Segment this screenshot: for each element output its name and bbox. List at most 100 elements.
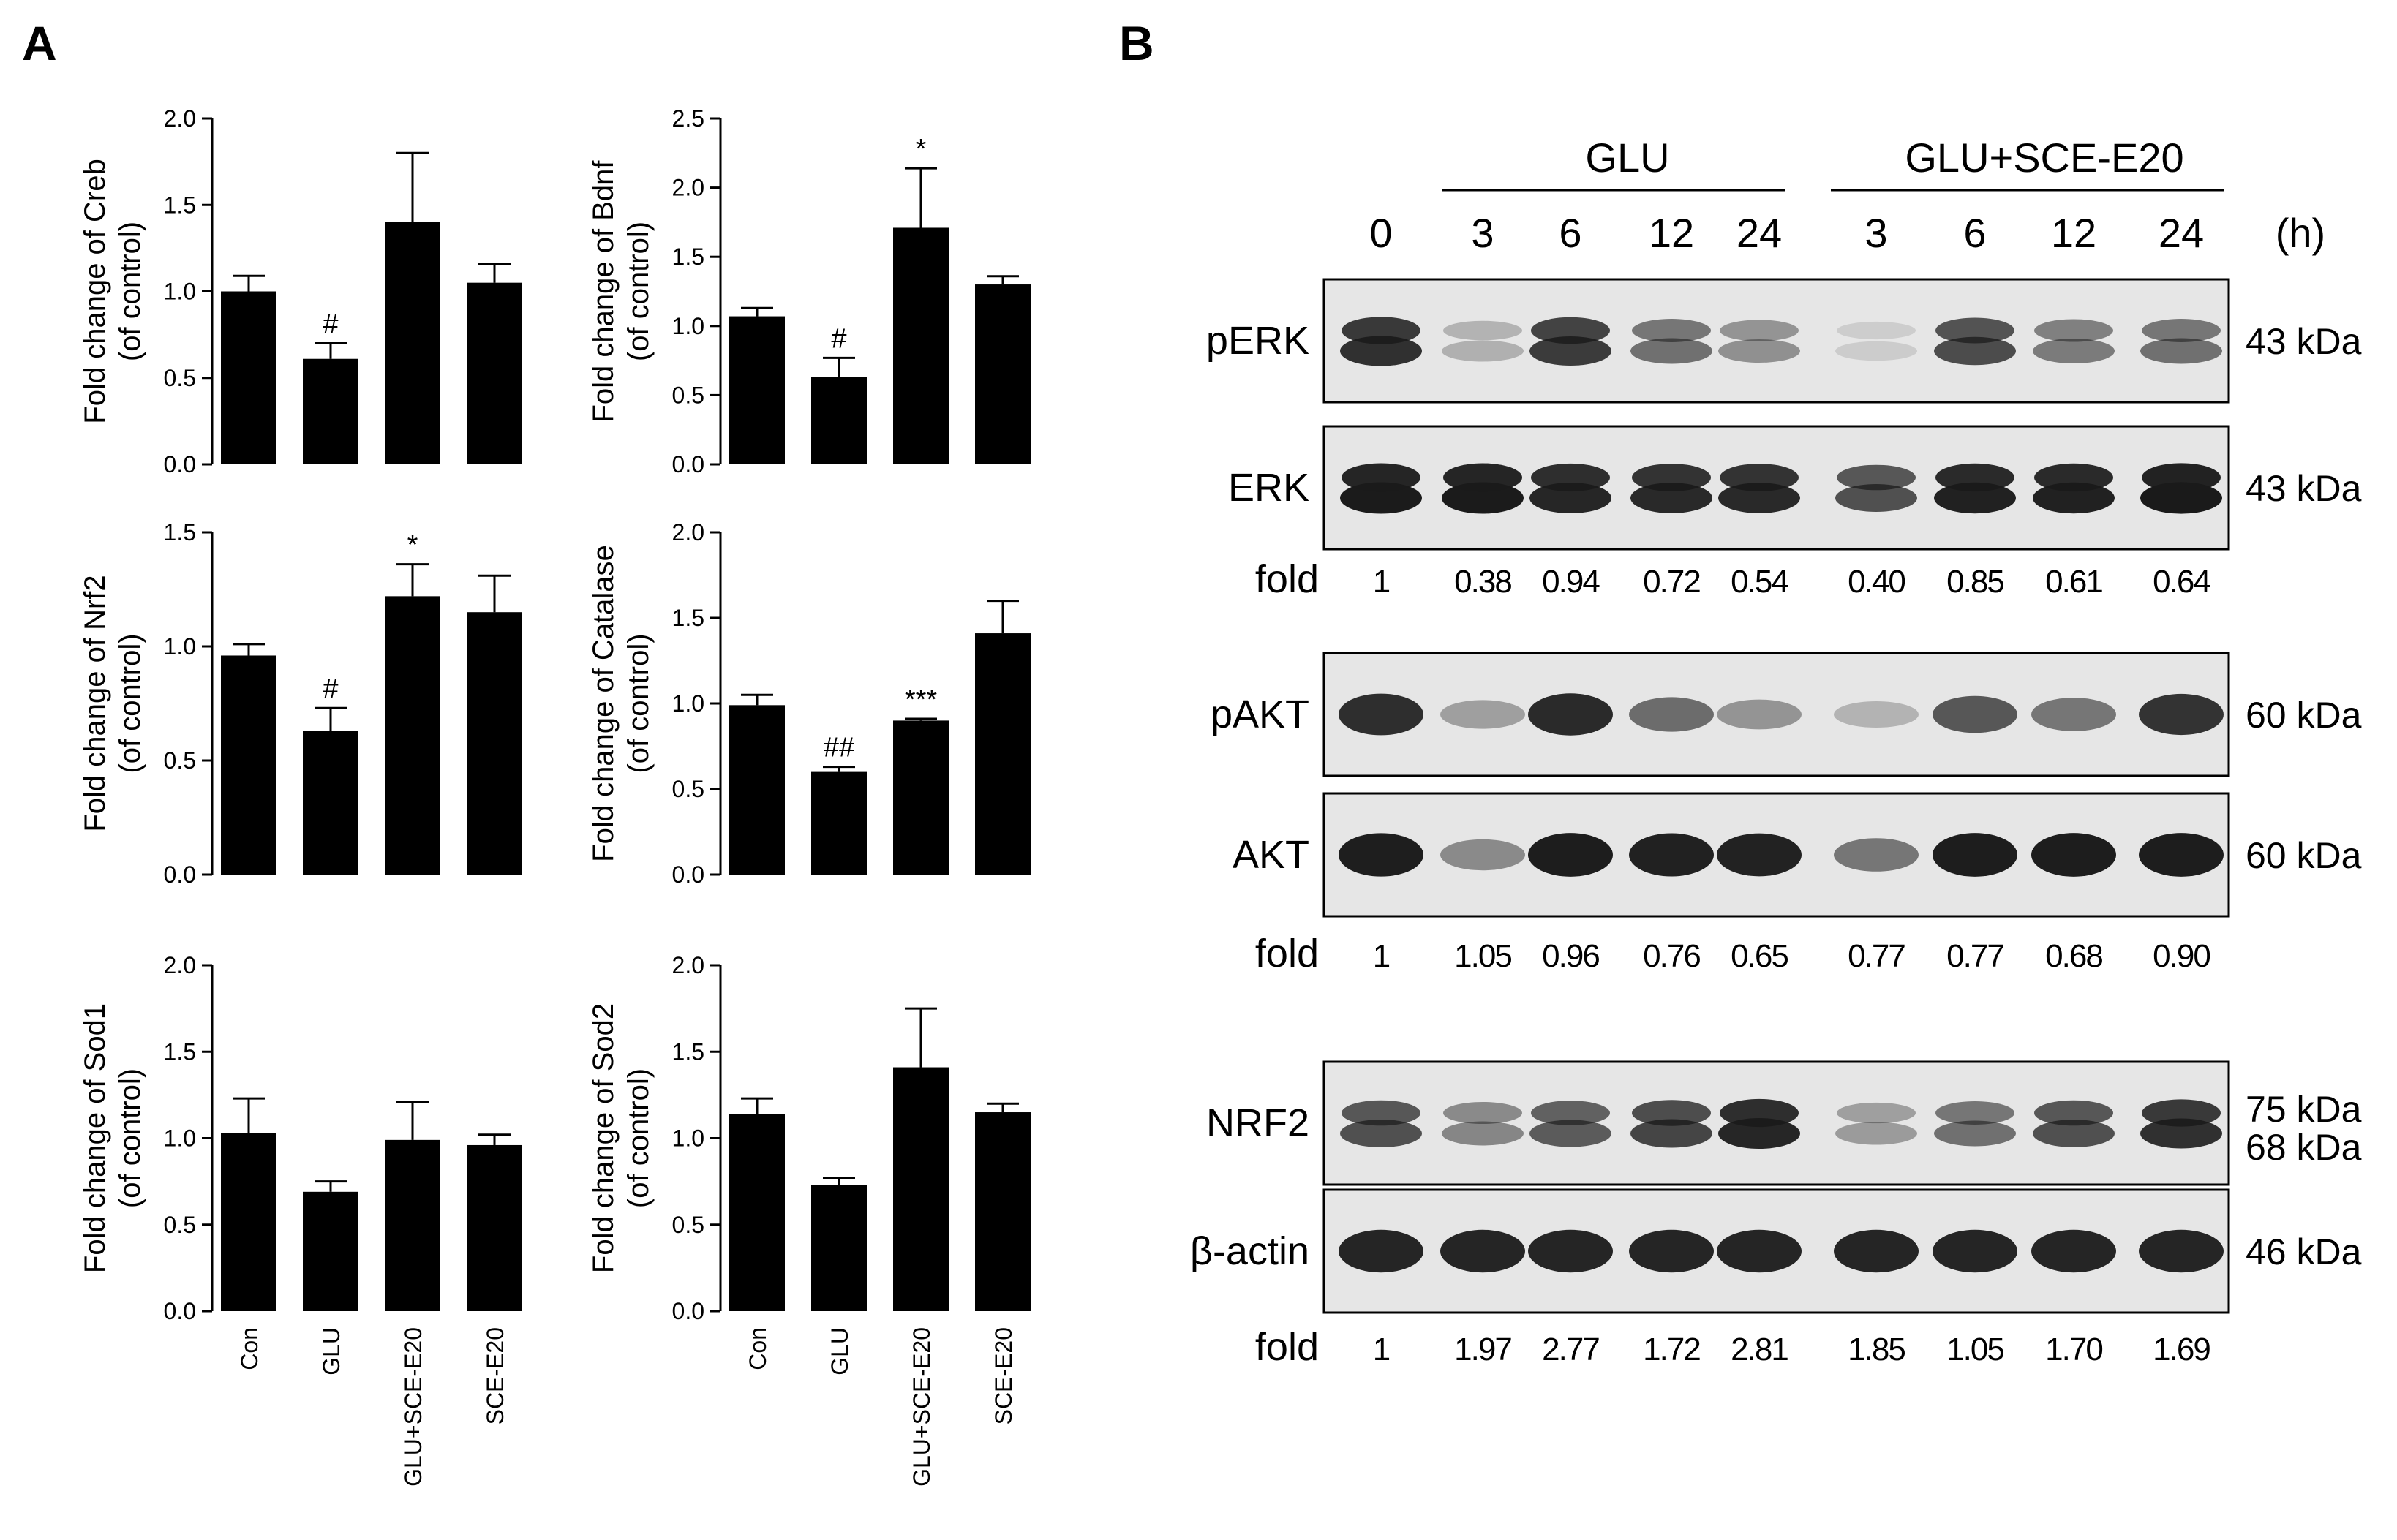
bar-con [221,1133,276,1311]
fold-value: 1.69 [2153,1332,2210,1367]
fold-value: 2.81 [1731,1332,1788,1367]
fold-value: 1.05 [1946,1332,2003,1367]
bar-chart-creb: 0.0 0.5 1.0 1.5 2.0 Fold change of Creb (of co… [79,105,522,478]
y-tick-label: 0.0 [672,451,704,478]
y-tick-label: 2.0 [164,952,196,978]
y-tick-label: 1.0 [672,690,704,717]
y-tick-label: 1.0 [672,1125,704,1152]
band [2139,693,2224,736]
band-lower [1442,1121,1524,1146]
fold-label: fold [1255,1325,1319,1369]
band-upper [1342,1100,1420,1126]
fold-row-nrf2: fold 1 1.97 2.77 1.72 2.81 1.85 1.05 1.70 1.69 [1255,1325,2211,1369]
blot-row-label: pAKT [1211,692,1309,736]
band-lower [1835,341,1917,361]
bar-con [221,291,276,464]
kda-label-2: 68 kDa [2246,1127,2362,1168]
y-axis-label-sub: (of control) [114,633,146,773]
bar-glu+sce-e20 [385,222,440,464]
band-lower [1630,483,1712,513]
bar-glu [811,1185,867,1311]
timepoint-label: 24 [1736,210,1782,256]
band-upper [2142,1099,2221,1127]
y-tick-label: 0.5 [672,776,704,802]
bar-glu+sce-e20 [385,596,440,875]
bar-sce-e20 [975,1112,1031,1311]
y-tick-label: 1.5 [164,1038,196,1065]
timepoint-label: 24 [2159,210,2204,256]
blot-row-label: AKT [1233,833,1309,877]
fold-value: 0.96 [1542,938,1599,974]
fold-value: 1.72 [1643,1332,1700,1367]
band-lower [1442,340,1524,362]
y-tick-label: 2.0 [672,175,704,201]
bar-glu [303,358,358,464]
y-tick-label: 0.5 [164,747,196,774]
band-lower [2033,339,2115,363]
band [2139,833,2224,877]
band-upper [1837,1102,1916,1124]
band [1834,838,1919,872]
y-axis-label: Fold change of Bdnf [587,160,620,423]
blot-row-actin: β-actin 46 kDa [1190,1188,2362,1314]
fold-value: 1 [1373,564,1390,600]
blot-row-label: pERK [1206,319,1309,363]
band [1339,693,1423,736]
band-lower [2140,482,2222,514]
y-tick-label: 2.0 [672,519,704,546]
significance-mark: # [831,323,846,354]
group-label-glu: GLU [1585,135,1669,181]
fold-value: 0.54 [1731,564,1788,600]
bar-glu [303,1191,358,1311]
band [2139,1229,2224,1273]
fold-value: 1 [1373,1332,1390,1367]
bar-chart-sod2: 0.0 0.5 1.0 1.5 2.0 Fold change of Sod2 (of co… [587,952,1031,1487]
significance-mark: # [323,673,338,704]
fold-value: 0.40 [1848,564,1905,600]
fold-row-erk: fold 1 0.38 0.94 0.72 0.54 0.40 0.85 0.61 0.64 [1255,557,2212,601]
group-label-glu-sce: GLU+SCE-E20 [1905,135,2183,181]
fold-value: 2.77 [1542,1332,1599,1367]
bar-sce-e20 [467,1144,522,1311]
y-tick-label: 2.0 [672,952,704,978]
y-tick-label: 1.0 [164,1125,196,1152]
band [1339,833,1423,877]
y-tick-label: 0.5 [164,1212,196,1238]
y-tick-label: 1.5 [164,192,196,218]
timepoint-label: 6 [1963,210,1986,256]
band-lower [1340,1120,1422,1147]
band-upper [1632,319,1711,342]
fold-label: fold [1255,932,1319,975]
band-upper [1443,320,1522,341]
band [1528,833,1613,877]
band-lower [2140,338,2222,364]
band [1933,833,2017,877]
bar-chart-catalase: 0.0 0.5 1.0 1.5 2.0 Fold change of Catalase (o… [587,519,1031,888]
band-lower [1934,482,2016,514]
band-upper [1531,1101,1610,1125]
timepoint-label: 6 [1559,210,1581,256]
timepoint-label: 0 [1369,210,1392,256]
band [1528,1229,1613,1273]
y-tick-label: 2.0 [164,105,196,132]
timepoint-label: 12 [2051,210,2096,256]
band [1717,1229,1802,1273]
band-upper [1632,464,1711,491]
blot-row-label: ERK [1228,466,1309,510]
band-lower [1529,1120,1611,1147]
bar-sce-e20 [975,633,1031,875]
band-lower [1934,1120,2016,1147]
band-lower [1529,483,1611,513]
y-tick-label: 1.5 [672,605,704,631]
fold-value: 0.64 [2153,564,2210,600]
category-label: GLU+SCE-E20 [400,1327,426,1487]
band [2031,1229,2116,1273]
fold-value: 0.68 [2045,938,2102,974]
fold-value: 0.65 [1731,938,1788,974]
y-tick-label: 0.0 [164,1298,196,1324]
category-label: GLU [827,1327,853,1375]
band [2031,698,2116,731]
